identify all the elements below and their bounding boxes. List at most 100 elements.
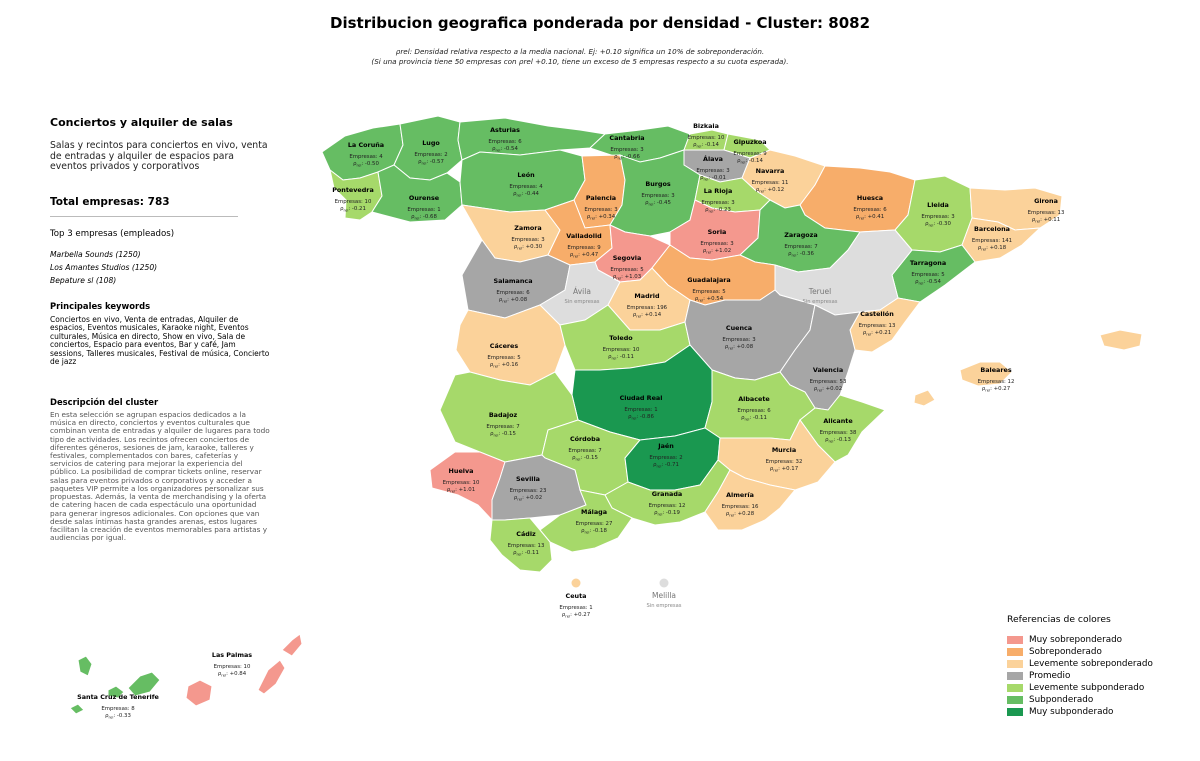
legend-title: Referencias de colores [1007, 614, 1111, 625]
province-label-huesca: Huesca [857, 194, 883, 202]
province-rho-valencia: ρrel: +0.02 [814, 386, 842, 393]
province-rho-álava: ρrel: -0.01 [700, 175, 726, 182]
legend-label: Promedio [1029, 671, 1071, 681]
province-empresas-bizkaia: Empresas: 10 [688, 135, 725, 141]
province-baleares-mallorca [959, 361, 1013, 387]
province-empresas-málaga: Empresas: 27 [576, 521, 613, 527]
province-label-toledo: Toledo [609, 334, 633, 342]
province-empresas-tarragona: Empresas: 5 [911, 272, 944, 278]
province-label-pontevedra: Pontevedra [332, 186, 374, 194]
province-rho-pontevedra: ρrel: -0.21 [340, 206, 366, 213]
province-rho-segovia: ρrel: +1.03 [613, 274, 641, 281]
province-empresas-ceuta: Empresas: 1 [559, 605, 592, 611]
province-label-madrid: Madrid [634, 292, 660, 300]
province-rho-baleares: ρrel: +0.27 [982, 386, 1010, 393]
province-empresas-pontevedra: Empresas: 10 [335, 199, 372, 205]
province-rho-guadalajara: ρrel: +0.54 [695, 296, 724, 303]
province-rho-málaga: ρrel: -0.18 [581, 528, 607, 535]
top-empresa-1: Marbella Sounds (1250) [50, 249, 141, 259]
province-empresas-alicante: Empresas: 38 [820, 430, 857, 436]
province-rho-granada: ρrel: -0.19 [654, 510, 680, 517]
province-label-león: León [517, 171, 535, 179]
province-rho-barcelona: ρrel: +0.18 [978, 245, 1007, 252]
legend-label: Levemente subponderado [1029, 683, 1145, 693]
province-label-ciudad-real: Ciudad Real [620, 394, 663, 402]
province-rho-ourense: ρrel: -0.68 [411, 214, 437, 221]
province-empresas-ourense: Empresas: 1 [407, 207, 440, 213]
legend-row: Muy subponderado [1007, 706, 1153, 718]
legend-swatch [1007, 672, 1023, 680]
province-label-baleares: Baleares [980, 366, 1012, 374]
province-label-la-coruña: La Coruña [348, 141, 384, 149]
province-empresas-sevilla: Empresas: 23 [510, 488, 547, 494]
province-label-guadalajara: Guadalajara [687, 276, 730, 284]
province-empresas-segovia: Empresas: 5 [610, 267, 643, 273]
sidebar-divider [50, 215, 238, 217]
province-label-las-palmas: Las Palmas [212, 651, 252, 659]
province-empresas-valencia: Empresas: 53 [810, 379, 847, 385]
province-label-la-rioja: La Rioja [704, 187, 733, 195]
province-empresas-león: Empresas: 4 [509, 184, 543, 190]
province-sin-empresas-ávila: Sin empresas [564, 299, 599, 305]
province-empresas-granada: Empresas: 12 [649, 503, 686, 509]
province-empresas-cáceres: Empresas: 5 [487, 355, 520, 361]
province-rho-zaragoza: ρrel: -0.36 [788, 251, 814, 258]
province-rho-gipuzkoa: ρrel: -0.14 [737, 158, 763, 165]
province-label-barcelona: Barcelona [974, 225, 1010, 233]
province-empresas-santa-cruz-de-tenerife: Empresas: 8 [101, 706, 135, 712]
province-rho-castellón: ρrel: +0.21 [863, 330, 891, 337]
province-empresas-la-coruña: Empresas: 4 [349, 154, 383, 160]
legend-swatch [1007, 636, 1023, 644]
province-rho-tarragona: ρrel: -0.54 [915, 279, 941, 286]
province-label-jaén: Jaén [657, 442, 674, 450]
top-empresa-3: Bepature sl (108) [50, 275, 117, 285]
province-empresas-castellón: Empresas: 13 [859, 323, 896, 329]
province-empresas-navarra: Empresas: 11 [752, 180, 789, 186]
total-empresas: Total empresas: 783 [50, 195, 170, 208]
province-empresas-cantabria: Empresas: 3 [610, 147, 643, 153]
density-note-line-2: (Si una provincia tiene 50 empresas con … [371, 57, 789, 66]
description-text: En esta selección se agrupan espacios de… [50, 410, 270, 543]
province-empresas-badajoz: Empresas: 7 [486, 424, 519, 430]
province-empresas-toledo: Empresas: 10 [603, 347, 640, 353]
province-label-lleida: Lleida [927, 201, 949, 209]
province-asturias [457, 117, 607, 161]
province-label-melilla: Melilla [652, 591, 676, 600]
province-label-sevilla: Sevilla [516, 475, 540, 483]
province-empresas-córdoba: Empresas: 7 [568, 448, 601, 454]
province-empresas-álava: Empresas: 3 [696, 168, 729, 174]
province-sin-empresas-melilla: Sin empresas [646, 603, 681, 609]
province-label-huelva: Huelva [449, 467, 474, 475]
province-label-cáceres: Cáceres [490, 342, 519, 350]
province-empresas-cádiz: Empresas: 13 [508, 543, 545, 549]
province-rho-cuenca: ρrel: +0.08 [725, 344, 754, 351]
province-empresas-valladolid: Empresas: 9 [567, 245, 601, 251]
province-rho-cantabria: ρrel: -0.66 [614, 154, 640, 161]
province-melilla [659, 578, 669, 588]
legend-swatch [1007, 696, 1023, 704]
legend-label: Muy subponderado [1029, 707, 1114, 717]
province-empresas-burgos: Empresas: 3 [641, 193, 674, 199]
province-rho-albacete: ρrel: -0.11 [741, 415, 767, 422]
province-label-navarra: Navarra [756, 167, 785, 175]
province-rho-jaén: ρrel: -0.71 [653, 462, 679, 469]
province-label-segovia: Segovia [613, 254, 642, 262]
province-rho-león: ρrel: -0.44 [513, 191, 539, 198]
province-empresas-palencia: Empresas: 3 [584, 207, 617, 213]
province-empresas-las-palmas: Empresas: 10 [214, 664, 251, 670]
province-rho-salamanca: ρrel: +0.08 [499, 297, 528, 304]
legend-label: Sobreponderado [1029, 647, 1102, 657]
legend-row: Subponderado [1007, 694, 1153, 706]
province-baleares [1099, 329, 1143, 351]
top-empresas-list: Marbella Sounds (1250) Los Amantes Studi… [50, 248, 272, 287]
province-empresas-zamora: Empresas: 3 [511, 237, 544, 243]
province-label-lugo: Lugo [422, 139, 440, 147]
province-rho-soria: ρrel: +1.02 [703, 248, 731, 255]
province-empresas-almería: Empresas: 16 [722, 504, 759, 510]
legend-label: Muy sobreponderado [1029, 635, 1123, 645]
province-santa-cruz-tenerife-island-2 [107, 685, 125, 699]
province-las-palmas-lanzarote [281, 633, 303, 657]
province-sin-empresas-teruel: Sin empresas [802, 299, 837, 305]
legend-swatch [1007, 708, 1023, 716]
